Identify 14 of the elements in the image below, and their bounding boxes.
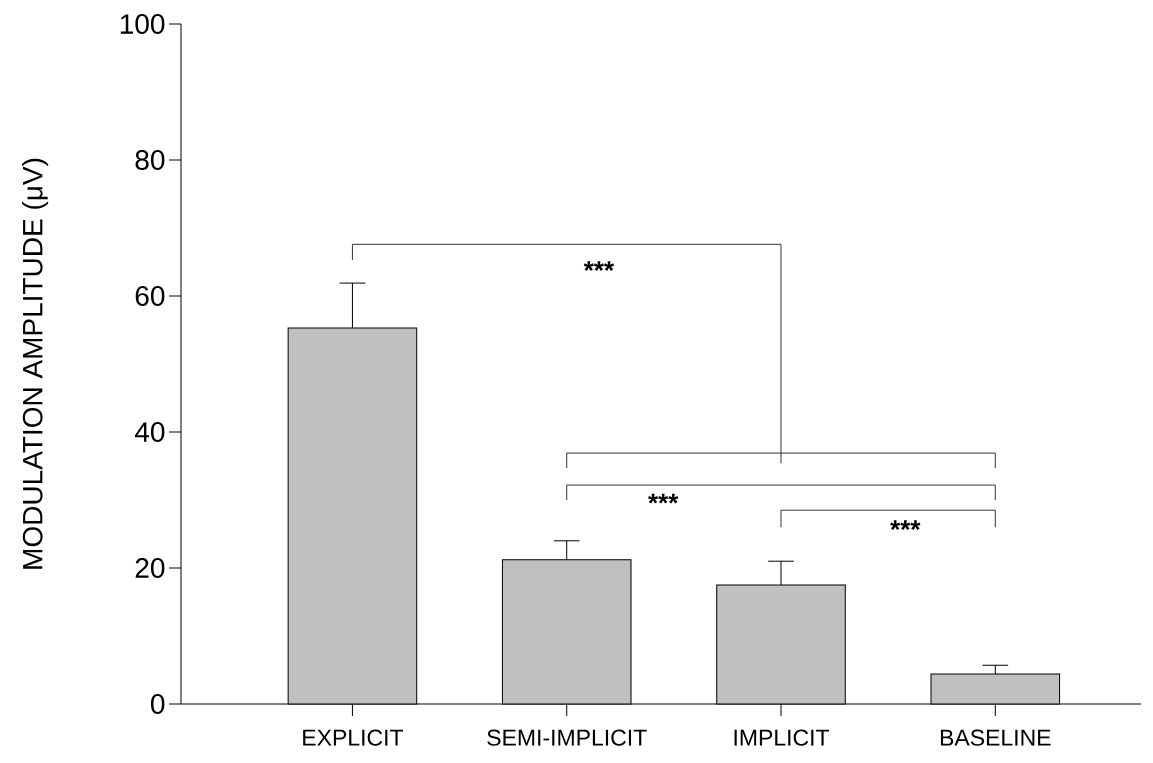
x-tick-label: BASELINE [940, 729, 1051, 746]
y-tick-label: 80 [135, 150, 165, 170]
y-tick-label: 0 [150, 694, 165, 714]
x-tick-label: SEMI-IMPLICIT [487, 729, 647, 746]
annotation: *** [648, 493, 679, 504]
y-tick-label: 40 [134, 422, 165, 442]
annotation: *** [890, 520, 921, 530]
annotation: *** [583, 261, 615, 271]
y-tick-label: 60 [135, 286, 165, 306]
x-tick-label: EXPLICIT [303, 729, 404, 746]
x-tick-label: IMPLICIT [734, 729, 830, 746]
y-axis-title: MODULATION AMPLITUDE (μV) [22, 158, 49, 569]
y-tick-label: 20 [135, 558, 165, 578]
y-tick-label: 100 [120, 14, 165, 34]
